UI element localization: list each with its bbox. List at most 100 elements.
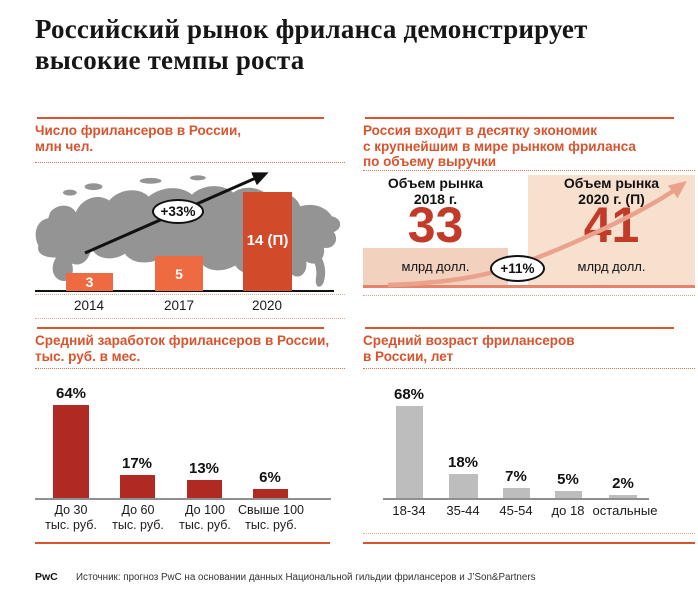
salmon-underline — [363, 285, 695, 288]
x-tick: остальные — [592, 503, 658, 518]
market-unit: млрд долл. — [401, 259, 470, 274]
panel-heading-line1: Число фрилансеров в России, — [35, 123, 241, 138]
source-note: Источник: прогноз PwC на основании данны… — [76, 572, 536, 583]
bar-do-100 — [187, 480, 222, 498]
x-tick: До 30 тыс. руб. — [33, 503, 109, 533]
panel-top-rule — [37, 117, 324, 119]
growth-badge: +33% — [152, 199, 204, 224]
bar-2014: 3 — [66, 273, 113, 291]
x-tick: 45-54 — [499, 503, 533, 518]
bar-value-label: 5 — [175, 265, 183, 282]
panel-heading-line1: Средний заработок фрилансеров в России, — [35, 333, 330, 348]
market-block-title-line2: 2020 г. (П) — [578, 191, 645, 207]
market-unit: млрд долл. — [577, 259, 646, 274]
x-tick-line2: тыс. руб. — [245, 518, 297, 532]
divider-dotted-faint — [363, 295, 695, 296]
panel-top-rule — [365, 117, 674, 119]
x-axis — [35, 290, 334, 292]
x-tick: 35-44 — [446, 503, 480, 518]
panel-bottom-rule — [363, 542, 695, 544]
page-title-line2: высокие темпы роста — [35, 45, 305, 75]
x-tick-line1: До 30 — [54, 503, 88, 517]
bar-do-18 — [555, 491, 582, 498]
growth-arrow-icon — [84, 172, 269, 255]
market-block-title: Объем рынка 2018 г. — [363, 175, 508, 207]
x-tick-2014: 2014 — [73, 298, 105, 313]
divider-dotted — [363, 170, 695, 171]
market-block-title-line2: 2018 г. — [413, 191, 458, 207]
market-block-2020: Объем рынка 2020 г. (П) 41 млрд долл. — [528, 175, 695, 285]
x-tick: 18-34 — [392, 503, 426, 518]
x-tick: До 100 тыс. руб. — [167, 503, 243, 533]
market-value-2018: 33 — [407, 197, 464, 253]
x-tick-line1: До 100 — [185, 503, 225, 517]
bar-value-label: 14 (П) — [246, 232, 289, 249]
x-axis — [383, 498, 649, 500]
pwc-logo: PwC — [35, 571, 58, 583]
bar-value-label: 13% — [188, 460, 220, 477]
bar-2020: 14 (П) — [243, 192, 292, 291]
panel-bottom-rule — [35, 542, 330, 544]
divider-dotted — [363, 368, 695, 369]
bar-value-label: 3 — [85, 274, 94, 290]
divider-dotted-faint — [35, 318, 345, 319]
panel-freelancer-count: Число фрилансеров в России, млн чел. 3 5… — [35, 117, 345, 322]
divider-dotted-faint — [35, 294, 345, 295]
bar-do-60 — [120, 475, 155, 498]
market-block-title-line1: Объем рынка — [387, 175, 484, 191]
bar-value-label: 68% — [393, 386, 425, 403]
x-axis — [35, 498, 331, 500]
peach-band — [363, 248, 508, 285]
panel-heading: Средний возраст фрилансеров в России, ле… — [363, 333, 575, 364]
divider-dotted — [35, 368, 345, 369]
page-title-line1: Российский рынок фриланса демонстрирует — [35, 14, 588, 44]
panel-heading-line3: по объему выручки — [363, 154, 497, 169]
panel-heading-line2: в России, лет — [363, 348, 454, 364]
bar-18-34 — [396, 406, 423, 498]
bar-svyshe-100 — [253, 489, 288, 498]
divider-dotted-faint — [363, 533, 695, 534]
x-tick-line2: тыс. руб. — [112, 518, 164, 532]
bar-value-label: 6% — [259, 469, 281, 486]
panel-average-income: Средний заработок фрилансеров в России, … — [35, 327, 345, 545]
bar-value-label: 64% — [55, 385, 87, 402]
market-block-2018: Объем рынка 2018 г. 33 млрд долл. — [363, 175, 508, 285]
x-tick-line2: тыс. руб. — [179, 518, 231, 532]
x-tick-2017: 2017 — [163, 298, 195, 313]
panel-heading-line2: млн чел. — [35, 138, 94, 154]
panel-heading-line1: Россия входит в десятку экономик — [363, 123, 597, 138]
panel-heading-line2: с крупнейшим в мире рынком фриланса — [363, 138, 636, 154]
page-title: Российский рынок фриланса демонстрирует … — [35, 14, 685, 76]
bar-value-label: 17% — [121, 455, 153, 472]
x-tick-2020: 2020 — [251, 298, 283, 313]
market-block-title: Объем рынка 2020 г. (П) — [528, 175, 695, 207]
x-tick: до 18 — [551, 503, 585, 518]
bar-45-54 — [503, 488, 530, 498]
panel-heading: Число фрилансеров в России, млн чел. — [35, 123, 241, 154]
market-block-title-line1: Объем рынка — [563, 175, 660, 191]
bar-value-label: 18% — [447, 454, 479, 471]
x-tick: До 60 тыс. руб. — [100, 503, 176, 533]
panel-top-rule — [365, 327, 674, 329]
x-tick-line2: тыс. руб. — [45, 518, 97, 532]
panel-market-volume: Россия входит в десятку экономик с крупн… — [363, 117, 695, 322]
panel-heading: Средний заработок фрилансеров в России, … — [35, 333, 329, 364]
panel-heading-line2: тыс. руб. в мес. — [35, 348, 141, 364]
panel-average-age: Средний возраст фрилансеров в России, ле… — [363, 327, 695, 545]
bar-value-label: 7% — [505, 468, 527, 485]
panel-heading: Россия входит в десятку экономик с крупн… — [363, 123, 636, 170]
bar-value-label: 2% — [612, 475, 634, 492]
x-tick-line1: Свыше 100 — [238, 503, 304, 517]
bar-35-44 — [449, 474, 478, 498]
panel-heading-line1: Средний возраст фрилансеров — [363, 333, 575, 348]
x-tick-line1: До 60 — [121, 503, 155, 517]
panel-top-rule — [37, 327, 324, 329]
bar-value-label: 5% — [557, 471, 579, 488]
x-tick: Свыше 100 тыс. руб. — [233, 503, 309, 533]
bar-do-30 — [53, 405, 89, 498]
bar-ostalnye — [609, 495, 637, 498]
growth-badge: +11% — [490, 255, 545, 282]
bar-2017: 5 — [155, 256, 203, 291]
divider-dotted — [35, 162, 345, 163]
